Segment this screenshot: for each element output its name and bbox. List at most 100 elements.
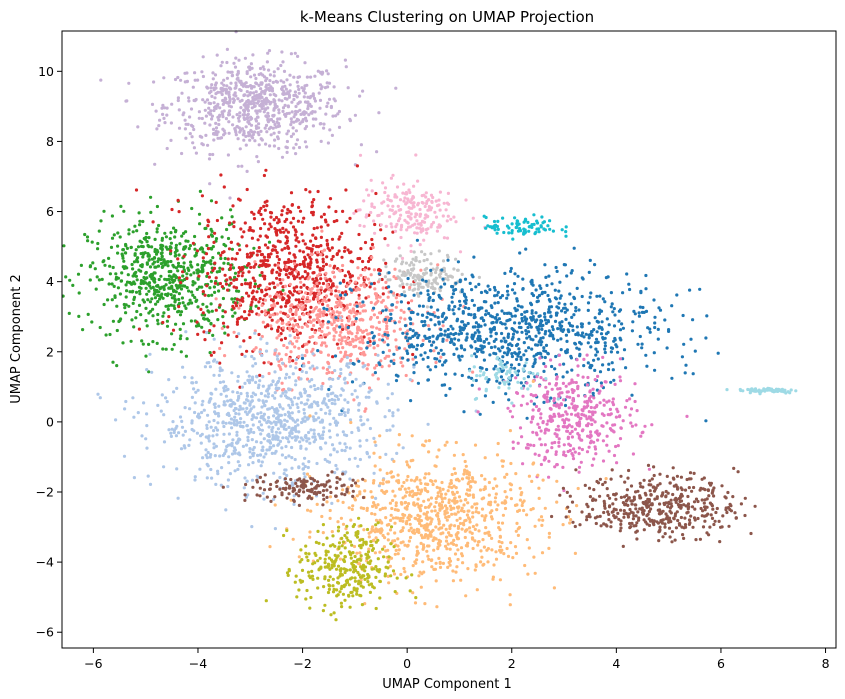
data-point: [271, 433, 275, 437]
data-point: [305, 350, 309, 354]
data-point: [150, 297, 154, 301]
data-point: [149, 195, 153, 199]
data-point: [231, 390, 235, 394]
data-point: [232, 449, 236, 453]
data-point: [241, 424, 245, 429]
data-point: [279, 63, 283, 68]
data-point: [589, 405, 593, 410]
data-point: [278, 403, 282, 407]
data-point: [201, 250, 205, 254]
data-point: [318, 98, 323, 102]
data-point: [418, 212, 423, 216]
data-point: [253, 279, 257, 283]
data-point: [150, 277, 154, 281]
data-point: [409, 322, 413, 326]
data-point: [445, 201, 449, 205]
data-point: [472, 316, 476, 320]
data-point: [205, 284, 209, 288]
data-point: [155, 204, 159, 209]
data-point: [371, 245, 375, 250]
data-point: [302, 364, 306, 368]
data-point: [310, 287, 314, 291]
data-point: [551, 229, 556, 233]
data-point: [293, 259, 297, 263]
data-point: [413, 287, 417, 291]
data-point: [312, 291, 316, 295]
data-point: [276, 380, 280, 385]
data-point: [381, 338, 385, 342]
data-point: [375, 296, 379, 300]
data-point: [211, 434, 215, 438]
data-point: [213, 73, 218, 77]
data-point: [242, 116, 246, 120]
data-point: [286, 396, 291, 400]
data-point: [342, 280, 346, 284]
data-point: [335, 324, 339, 328]
data-point: [531, 338, 535, 342]
data-point: [252, 348, 256, 352]
data-point: [622, 348, 627, 352]
data-point: [99, 78, 103, 82]
data-point: [415, 343, 420, 347]
chart-title: k-Means Clustering on UMAP Projection: [300, 8, 594, 26]
data-point: [320, 72, 324, 76]
data-point: [281, 226, 285, 230]
data-point: [242, 420, 246, 424]
data-point: [197, 285, 201, 289]
data-point: [207, 157, 212, 161]
data-point: [141, 251, 145, 255]
data-point: [359, 418, 363, 422]
data-point: [229, 281, 233, 285]
cluster-8: [96, 316, 478, 531]
data-point: [665, 346, 669, 350]
data-point: [470, 335, 474, 339]
data-point: [704, 419, 708, 423]
data-point: [188, 298, 192, 302]
data-point: [135, 309, 139, 314]
data-point: [587, 321, 591, 325]
data-point: [184, 330, 188, 334]
data-point: [554, 354, 558, 359]
data-point: [314, 117, 318, 121]
data-point: [234, 257, 238, 261]
data-point: [189, 273, 193, 277]
data-point: [180, 151, 184, 156]
data-point: [275, 255, 279, 259]
data-point: [294, 438, 298, 442]
data-point: [399, 213, 403, 217]
data-point: [221, 102, 225, 106]
data-point: [543, 290, 547, 294]
data-point: [395, 185, 400, 189]
data-point: [240, 315, 244, 319]
data-point: [324, 411, 328, 415]
data-point: [511, 237, 515, 241]
data-point: [361, 341, 365, 345]
data-point: [398, 327, 402, 331]
data-point: [128, 280, 132, 285]
data-point: [298, 289, 302, 294]
data-point: [355, 331, 359, 335]
data-point: [318, 83, 323, 87]
data-point: [210, 83, 214, 87]
data-point: [134, 248, 138, 252]
data-point: [303, 91, 307, 95]
data-point: [219, 256, 223, 261]
data-point: [362, 224, 366, 228]
data-point: [346, 86, 350, 90]
data-point: [263, 92, 267, 96]
data-point: [267, 240, 272, 244]
data-point: [220, 92, 224, 97]
data-point: [144, 319, 148, 323]
data-point: [238, 464, 242, 468]
data-point: [365, 188, 369, 192]
data-point: [264, 168, 268, 172]
data-point: [295, 110, 300, 114]
data-point: [251, 276, 255, 280]
data-point: [637, 311, 641, 315]
data-point: [412, 267, 416, 271]
data-point: [294, 357, 299, 362]
data-point: [249, 251, 253, 255]
data-point: [264, 100, 269, 104]
data-point: [680, 355, 685, 359]
data-point: [401, 191, 405, 195]
